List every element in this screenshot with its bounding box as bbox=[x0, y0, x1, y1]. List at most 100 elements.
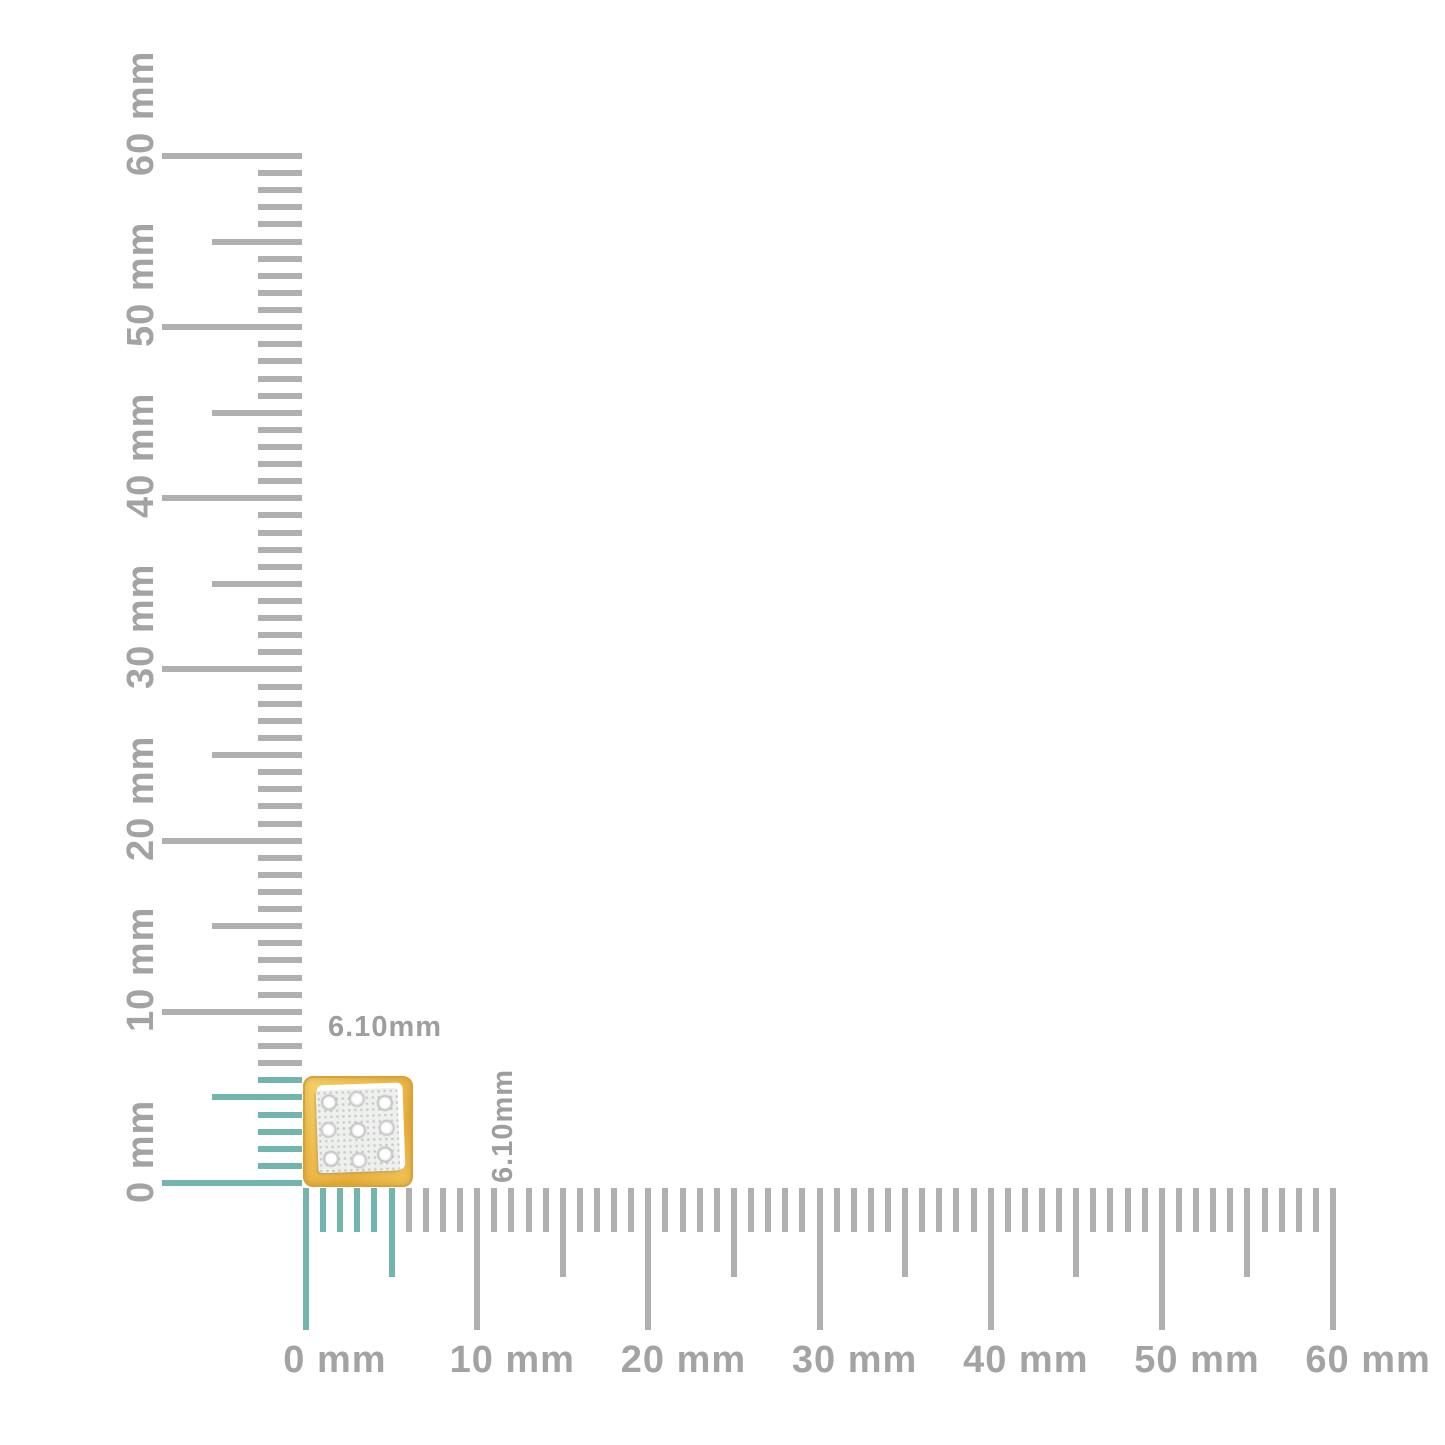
horizontal-ruler-tick-23mm bbox=[696, 1188, 703, 1232]
vertical-ruler-tick-32mm bbox=[258, 632, 302, 639]
horizontal-ruler-label-20mm: 20 mm bbox=[620, 1339, 747, 1381]
vertical-ruler-tick-20mm bbox=[162, 837, 302, 844]
vertical-ruler-tick-42mm bbox=[258, 461, 302, 468]
vertical-ruler-label-0mm: 0 mm bbox=[120, 1099, 162, 1203]
horizontal-ruler-tick-42mm bbox=[1021, 1188, 1028, 1232]
horizontal-ruler-tick-35mm bbox=[902, 1188, 909, 1277]
horizontal-ruler-tick-5mm bbox=[388, 1188, 395, 1277]
vertical-ruler-tick-53mm bbox=[258, 272, 302, 279]
vertical-ruler-label-40mm: 40 mm bbox=[120, 392, 162, 519]
horizontal-ruler-tick-12mm bbox=[508, 1188, 515, 1232]
vertical-ruler-tick-54mm bbox=[258, 255, 302, 262]
horizontal-ruler-tick-55mm bbox=[1244, 1188, 1251, 1277]
horizontal-ruler-tick-4mm bbox=[371, 1188, 378, 1232]
horizontal-ruler-tick-14mm bbox=[542, 1188, 549, 1232]
vertical-ruler-tick-50mm bbox=[162, 324, 302, 331]
vertical-ruler-tick-40mm bbox=[162, 495, 302, 502]
horizontal-ruler-tick-3mm bbox=[354, 1188, 361, 1232]
vertical-ruler-tick-28mm bbox=[258, 700, 302, 707]
vertical-ruler-tick-10mm bbox=[162, 1008, 302, 1015]
horizontal-ruler-tick-30mm bbox=[816, 1188, 823, 1330]
vertical-ruler-tick-2mm bbox=[258, 1145, 302, 1152]
vertical-ruler-tick-8mm bbox=[258, 1043, 302, 1050]
horizontal-ruler-tick-31mm bbox=[833, 1188, 840, 1232]
horizontal-ruler-tick-19mm bbox=[628, 1188, 635, 1232]
horizontal-ruler-tick-43mm bbox=[1039, 1188, 1046, 1232]
horizontal-ruler-tick-60mm bbox=[1330, 1188, 1337, 1330]
vertical-ruler-tick-11mm bbox=[258, 991, 302, 998]
horizontal-ruler-tick-26mm bbox=[748, 1188, 755, 1232]
vertical-ruler-tick-45mm bbox=[212, 409, 302, 416]
vertical-ruler-tick-14mm bbox=[258, 940, 302, 947]
vertical-ruler-tick-23mm bbox=[258, 786, 302, 793]
vertical-ruler-label-50mm: 50 mm bbox=[120, 221, 162, 348]
vertical-ruler-tick-34mm bbox=[258, 598, 302, 605]
vertical-ruler-tick-0mm bbox=[162, 1180, 302, 1186]
vertical-ruler-tick-19mm bbox=[258, 854, 302, 861]
vertical-ruler-tick-12mm bbox=[258, 974, 302, 981]
vertical-ruler-tick-46mm bbox=[258, 392, 302, 399]
horizontal-ruler-tick-11mm bbox=[491, 1188, 498, 1232]
horizontal-ruler-tick-13mm bbox=[525, 1188, 532, 1232]
vertical-ruler-label-20mm: 20 mm bbox=[120, 735, 162, 861]
horizontal-ruler-tick-22mm bbox=[679, 1188, 686, 1232]
vertical-ruler-tick-24mm bbox=[258, 769, 302, 776]
item-height-dimension-label: 6.10mm bbox=[487, 1068, 519, 1183]
vertical-ruler-tick-41mm bbox=[258, 478, 302, 485]
item-width-dimension-label: 6.10mm bbox=[328, 1011, 443, 1043]
horizontal-ruler-tick-29mm bbox=[799, 1188, 806, 1232]
vertical-ruler-tick-43mm bbox=[258, 443, 302, 450]
horizontal-ruler-tick-25mm bbox=[730, 1188, 737, 1277]
horizontal-ruler-tick-44mm bbox=[1056, 1188, 1063, 1232]
earring-product-photo bbox=[303, 1076, 413, 1187]
vertical-ruler-tick-60mm bbox=[162, 152, 302, 159]
vertical-ruler-label-30mm: 30 mm bbox=[120, 564, 162, 690]
horizontal-ruler-tick-1mm bbox=[320, 1188, 327, 1232]
horizontal-ruler-tick-46mm bbox=[1090, 1188, 1097, 1232]
vertical-ruler-tick-18mm bbox=[258, 871, 302, 878]
vertical-ruler-tick-35mm bbox=[212, 580, 302, 587]
vertical-ruler-tick-15mm bbox=[212, 923, 302, 930]
vertical-ruler-tick-9mm bbox=[258, 1025, 302, 1032]
horizontal-ruler-tick-47mm bbox=[1107, 1188, 1114, 1232]
vertical-ruler-tick-36mm bbox=[258, 563, 302, 570]
vertical-ruler-label-10mm: 10 mm bbox=[120, 906, 162, 1032]
horizontal-ruler-tick-37mm bbox=[936, 1188, 943, 1232]
horizontal-ruler-tick-28mm bbox=[782, 1188, 789, 1232]
vertical-ruler-tick-44mm bbox=[258, 426, 302, 433]
vertical-ruler-tick-37mm bbox=[258, 546, 302, 553]
horizontal-ruler-tick-36mm bbox=[919, 1188, 926, 1232]
diamond-pave-face bbox=[315, 1087, 401, 1174]
horizontal-ruler-tick-57mm bbox=[1278, 1188, 1285, 1232]
horizontal-ruler-tick-20mm bbox=[645, 1188, 652, 1330]
vertical-ruler-tick-4mm bbox=[258, 1111, 302, 1118]
vertical-ruler-tick-47mm bbox=[258, 375, 302, 382]
horizontal-ruler-tick-34mm bbox=[884, 1188, 891, 1232]
horizontal-ruler-tick-53mm bbox=[1210, 1188, 1217, 1232]
vertical-ruler-tick-30mm bbox=[162, 666, 302, 673]
vertical-ruler-tick-1mm bbox=[258, 1162, 302, 1169]
vertical-ruler-label-60mm: 60 mm bbox=[120, 50, 162, 176]
vertical-ruler-tick-56mm bbox=[258, 221, 302, 228]
vertical-ruler-tick-38mm bbox=[258, 529, 302, 536]
horizontal-ruler-tick-59mm bbox=[1312, 1188, 1319, 1232]
horizontal-ruler-tick-48mm bbox=[1124, 1188, 1131, 1232]
horizontal-ruler-tick-54mm bbox=[1227, 1188, 1234, 1232]
horizontal-ruler-tick-16mm bbox=[576, 1188, 583, 1232]
horizontal-ruler-tick-18mm bbox=[611, 1188, 618, 1232]
horizontal-ruler-tick-38mm bbox=[953, 1188, 960, 1232]
horizontal-ruler-label-10mm: 10 mm bbox=[449, 1339, 575, 1381]
vertical-ruler-tick-49mm bbox=[258, 341, 302, 348]
horizontal-ruler-label-50mm: 50 mm bbox=[1134, 1339, 1260, 1381]
vertical-ruler-tick-27mm bbox=[258, 717, 302, 724]
horizontal-ruler-tick-32mm bbox=[850, 1188, 857, 1232]
vertical-ruler-tick-33mm bbox=[258, 615, 302, 622]
horizontal-ruler-tick-56mm bbox=[1261, 1188, 1268, 1232]
horizontal-ruler-tick-40mm bbox=[987, 1188, 994, 1330]
vertical-ruler-tick-31mm bbox=[258, 649, 302, 656]
horizontal-ruler-tick-51mm bbox=[1175, 1188, 1182, 1232]
vertical-ruler-tick-59mm bbox=[258, 170, 302, 177]
horizontal-ruler-tick-15mm bbox=[559, 1188, 566, 1277]
horizontal-ruler-tick-8mm bbox=[439, 1188, 446, 1232]
